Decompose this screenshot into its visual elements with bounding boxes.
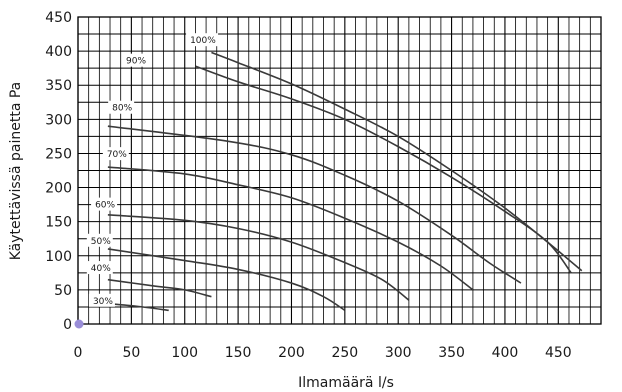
- x-tick-label: 0: [74, 345, 83, 361]
- curve-labels: 30% 40% 50% 60% 70% 80% 90% 100%: [86, 33, 219, 307]
- x-tick-label: 450: [545, 345, 572, 361]
- fan-curve-70pct: [107, 166, 474, 291]
- y-tick-label: 250: [45, 146, 72, 162]
- x-tick-label: 350: [438, 345, 465, 361]
- origin-marker: [74, 319, 84, 329]
- fan-curve-100pct: [211, 51, 583, 272]
- curve-label-bg: [91, 197, 118, 211]
- fan-curve-90pct: [195, 65, 572, 274]
- curve-label: 60%: [95, 201, 115, 211]
- curve-label-bg: [88, 293, 115, 307]
- curve-label-bg: [186, 33, 219, 47]
- x-tick-label: 400: [492, 345, 519, 361]
- fan-curve-50pct: [107, 248, 346, 312]
- x-tick-label: 300: [385, 345, 412, 361]
- fan-curve-80pct: [107, 125, 522, 284]
- curve-label-bg: [86, 261, 113, 275]
- curve-label: 80%: [112, 104, 132, 114]
- x-tick-label: 250: [331, 345, 358, 361]
- y-tick-label: 150: [45, 215, 72, 231]
- y-tick-label: 350: [45, 78, 72, 94]
- x-tick-label: 50: [122, 345, 140, 361]
- y-tick-label: 200: [45, 181, 72, 197]
- curve-label-bg: [108, 100, 135, 114]
- y-tick-label: 0: [63, 317, 72, 333]
- curve-label: 30%: [93, 297, 113, 307]
- curve-label-bg: [102, 147, 129, 161]
- x-axis-title: Ilmamäärä l/s: [298, 375, 394, 391]
- y-axis-ticks: 0 50 100 150 200 250 300 350 400 450: [45, 10, 72, 333]
- curve-label: 100%: [190, 36, 216, 46]
- x-tick-label: 200: [278, 345, 305, 361]
- x-axis-ticks: 0 50 100 150 200 250 300 350 400 450: [74, 345, 572, 361]
- curve-label: 70%: [107, 150, 127, 160]
- y-tick-label: 50: [54, 283, 72, 299]
- x-tick-label: 150: [225, 345, 252, 361]
- curve-label: 50%: [91, 237, 111, 247]
- y-tick-label: 400: [45, 44, 72, 60]
- y-axis-title: Käytettävissä painetta Pa: [8, 82, 24, 261]
- fan-curve-40pct: [107, 278, 212, 298]
- x-tick-label: 100: [171, 345, 198, 361]
- curve-label-bg: [122, 53, 149, 67]
- curve-label: 90%: [126, 57, 146, 67]
- curve-label-bg: [86, 233, 113, 247]
- fan-curves: [107, 51, 583, 312]
- y-tick-label: 450: [45, 10, 72, 26]
- y-tick-label: 300: [45, 112, 72, 128]
- curve-label: 40%: [91, 264, 111, 274]
- y-tick-label: 100: [45, 249, 72, 265]
- plot-frame: [77, 16, 602, 325]
- plot-grid: [77, 16, 602, 325]
- fan-curve-60pct: [107, 214, 410, 301]
